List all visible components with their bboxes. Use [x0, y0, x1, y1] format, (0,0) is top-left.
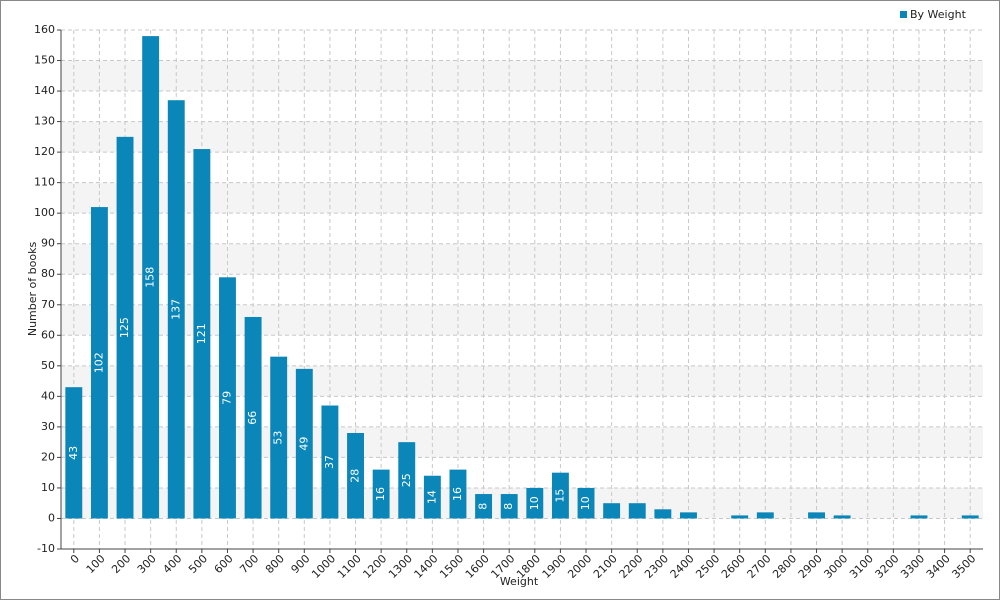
stripe	[61, 243, 983, 275]
y-tick-label: 80	[41, 267, 55, 280]
data-label: 28	[349, 469, 362, 483]
stripe	[61, 121, 983, 153]
data-label: 43	[67, 446, 80, 460]
bar	[961, 515, 979, 519]
y-tick-label: 40	[41, 389, 55, 402]
y-tick-label: 140	[34, 84, 55, 97]
y-tick-label: 50	[41, 359, 55, 372]
data-label: 16	[451, 487, 464, 501]
bar	[628, 503, 646, 519]
data-label: 137	[169, 299, 182, 320]
data-label: 10	[528, 496, 541, 510]
stripe	[61, 487, 983, 519]
data-label: 37	[323, 455, 336, 469]
bar	[372, 469, 390, 519]
y-tick-label: 10	[41, 481, 55, 494]
bar	[449, 469, 467, 519]
bar	[116, 136, 134, 519]
bar	[270, 356, 288, 519]
bar	[654, 509, 672, 519]
y-tick-label: -10	[37, 542, 55, 555]
bar	[193, 149, 211, 519]
bar	[526, 487, 544, 519]
bar	[142, 36, 160, 519]
bar	[551, 472, 569, 519]
bar	[680, 512, 697, 519]
y-tick-label: 90	[41, 237, 55, 250]
legend-swatch	[900, 11, 907, 18]
data-label: 49	[297, 437, 310, 451]
data-label: 79	[220, 391, 233, 405]
data-label: 10	[579, 496, 592, 510]
y-tick-label: 160	[34, 23, 55, 36]
stripe	[61, 426, 983, 458]
data-label: 125	[118, 317, 131, 338]
data-label: 8	[502, 503, 515, 510]
bar	[475, 494, 493, 519]
y-tick-label: 70	[41, 298, 55, 311]
data-label: 15	[553, 489, 566, 503]
y-tick-label: 0	[48, 511, 55, 524]
y-tick-label: 20	[41, 450, 55, 463]
bar	[731, 515, 749, 519]
data-label: 14	[425, 490, 438, 504]
bar	[219, 277, 236, 519]
bar	[808, 512, 825, 519]
data-label: 121	[195, 323, 208, 344]
bar	[500, 494, 518, 519]
y-tick-label: 120	[34, 145, 55, 158]
bar	[65, 387, 83, 519]
y-tick-label: 130	[34, 115, 55, 128]
bar	[423, 475, 441, 519]
bar	[398, 442, 416, 519]
data-label: 16	[374, 487, 387, 501]
bar	[910, 515, 928, 519]
bar	[321, 405, 339, 519]
plot-background	[61, 60, 983, 519]
y-tick-label: 110	[34, 176, 55, 189]
bar	[577, 487, 595, 519]
data-label: 102	[92, 352, 105, 373]
bar	[90, 207, 108, 519]
y-tick-label: 60	[41, 328, 55, 341]
y-axis-label: Number of books	[26, 242, 39, 337]
data-label: 25	[400, 473, 413, 487]
bar	[295, 368, 313, 519]
bar	[833, 515, 851, 519]
bar	[603, 503, 621, 519]
x-axis-label: Weight	[500, 575, 539, 588]
data-label: 66	[246, 411, 259, 425]
y-tick-label: 150	[34, 54, 55, 67]
bar	[244, 316, 262, 519]
y-tick-label: 100	[34, 206, 55, 219]
stripe	[61, 304, 983, 336]
data-label: 8	[477, 503, 490, 510]
data-label: 53	[272, 431, 285, 445]
stripe	[61, 60, 983, 92]
bar	[167, 100, 185, 519]
legend-label: By Weight	[910, 8, 967, 21]
y-tick-label: 30	[41, 420, 55, 433]
stripe	[61, 365, 983, 397]
stripe	[61, 182, 983, 214]
data-label: 158	[144, 267, 157, 288]
bar	[347, 432, 364, 519]
bar	[756, 512, 774, 519]
